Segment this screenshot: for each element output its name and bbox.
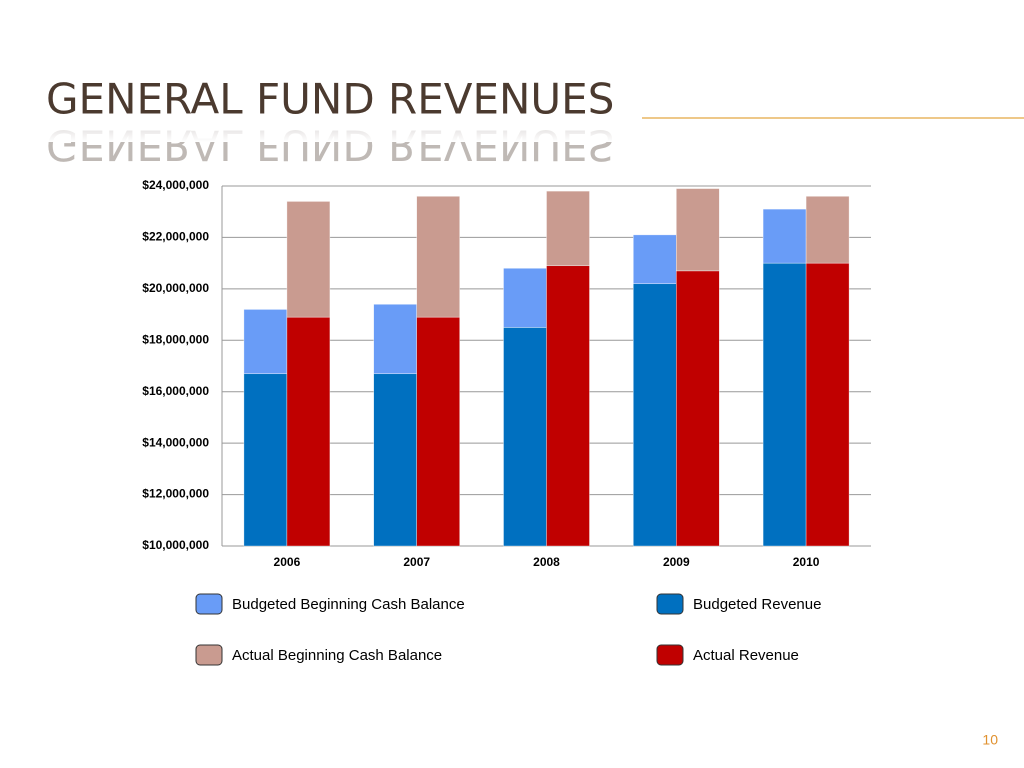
- bar-segment: [243, 309, 288, 375]
- y-tick-label: $16,000,000: [142, 384, 209, 398]
- bar-segment: [675, 188, 720, 272]
- bar-segment: [805, 195, 850, 264]
- y-tick-label: $24,000,000: [142, 178, 209, 192]
- bar-segment: [675, 270, 720, 547]
- bar-segment: [632, 234, 677, 285]
- bar-segment: [373, 373, 418, 547]
- bar-segment: [546, 190, 590, 267]
- x-tick-label: 2007: [403, 555, 430, 569]
- y-tick-label: $10,000,000: [142, 538, 209, 552]
- y-tick-label: $12,000,000: [142, 487, 209, 501]
- x-tick-label: 2010: [793, 555, 820, 569]
- legend-label: Budgeted Beginning Cash Balance: [232, 596, 465, 613]
- bar-segment: [373, 303, 418, 375]
- legend-label: Actual Beginning Cash Balance: [232, 647, 442, 664]
- legend-swatch: [656, 593, 684, 615]
- legend-label: Budgeted Revenue: [693, 596, 821, 613]
- reflection-fade: [40, 122, 640, 142]
- x-tick-label: 2009: [663, 555, 690, 569]
- legend-swatch: [195, 593, 223, 615]
- bar-segment: [416, 195, 461, 318]
- bar-segment: [416, 316, 461, 547]
- bar-segment: [805, 262, 850, 547]
- bar-segment: [762, 208, 807, 264]
- bar-segment: [546, 265, 590, 547]
- bar-segment: [243, 373, 288, 547]
- legend-swatch: [195, 644, 223, 666]
- bar-segment: [286, 316, 331, 547]
- bar-segment: [762, 262, 807, 547]
- legend-label: Actual Revenue: [693, 647, 799, 664]
- y-tick-label: $18,000,000: [142, 332, 209, 346]
- bar-segment: [632, 283, 677, 547]
- page-number: 10: [982, 732, 998, 748]
- y-tick-label: $22,000,000: [142, 230, 209, 244]
- y-tick-label: $20,000,000: [142, 281, 209, 295]
- y-tick-label: $14,000,000: [142, 435, 209, 449]
- bar-segment: [503, 327, 547, 547]
- x-tick-label: 2008: [533, 555, 560, 569]
- bar-segment: [503, 267, 547, 328]
- bar-segment: [286, 201, 331, 318]
- legend-swatch: [656, 644, 684, 666]
- slide-title: GENERAL FUND REVENUES: [46, 75, 614, 124]
- x-tick-label: 2006: [274, 555, 301, 569]
